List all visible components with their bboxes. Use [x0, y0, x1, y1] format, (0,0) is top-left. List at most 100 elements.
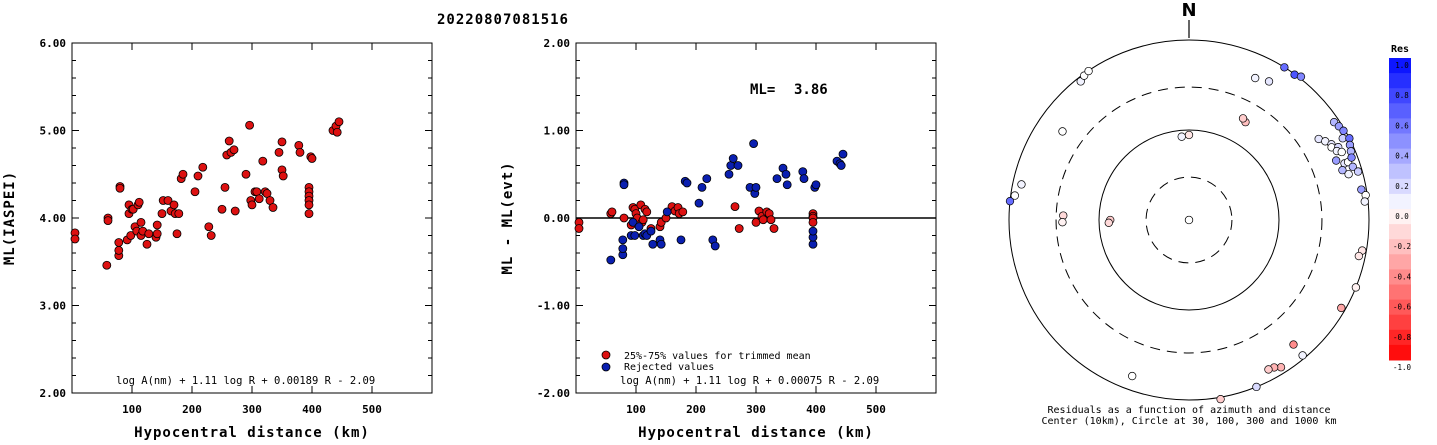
panel1-data-point — [134, 197, 144, 207]
panel2-rejected-point — [697, 182, 707, 192]
colorbar-tick-label: 1.0 — [1395, 61, 1409, 70]
panel2-rejected-point — [749, 139, 758, 149]
panel2-ytick-label: -2.00 — [537, 387, 570, 400]
colorbar-tick-label: -0.8 — [1393, 333, 1412, 342]
legend-rejected-label: Rejected values — [624, 362, 714, 373]
polar-station-point — [1339, 126, 1348, 135]
polar-station-point — [1084, 66, 1093, 76]
panel1-data-point — [304, 209, 314, 219]
panel1-data-point — [241, 169, 251, 179]
colorbar-title: Res — [1391, 44, 1409, 55]
panel2-rejected-point — [676, 235, 686, 245]
colorbar-cell — [1389, 58, 1411, 74]
panel1-data-point — [114, 238, 124, 247]
panel2-trimmed-point — [769, 224, 779, 233]
panel2-ytick-label: 2.00 — [544, 37, 571, 50]
panel2-ytick-label: -1.00 — [537, 300, 570, 313]
panel1-data-point — [229, 145, 239, 155]
panel1-data-point — [206, 231, 216, 240]
panel1-data-point — [230, 206, 240, 216]
polar-station-point — [1216, 394, 1225, 404]
panel2-formula: log A(nm) + 1.11 log R + 0.00075 R - 2.0… — [620, 375, 879, 387]
ml-value: 3.86 — [794, 82, 828, 98]
panel2-rejected-point — [838, 149, 848, 159]
panel-ml-vs-distance: 100 200 300 400 500 2.00 3.00 4.00 5.00 6.00 log … — [2, 37, 433, 441]
polar-station-point — [1264, 77, 1274, 86]
panel1-xtick-label: 400 — [302, 403, 322, 416]
polar-ring-1000km — [1008, 39, 1370, 401]
colorbar-tick-label: 0.0 — [1395, 212, 1409, 221]
panel2-points — [574, 139, 848, 265]
panel2-rejected-point — [694, 198, 704, 208]
ml-label: ML= — [750, 82, 775, 98]
panel2-rejected-point — [606, 255, 616, 265]
colorbar-tick-label: 0.2 — [1395, 182, 1409, 191]
panel1-xtick-label: 500 — [362, 403, 382, 416]
panel1-data-point — [224, 136, 234, 146]
panel1-data-point — [114, 245, 124, 255]
colorbar-cell — [1389, 133, 1411, 150]
panel2-xtick-label: 100 — [626, 403, 646, 416]
polar-station-point — [1010, 191, 1019, 200]
panel1-data-point — [115, 183, 125, 193]
panel1-ytick-label: 4.00 — [40, 212, 67, 225]
polar-station-point — [1360, 197, 1369, 206]
panel1-data-point — [198, 162, 208, 172]
polar-rings — [1008, 39, 1370, 401]
panel2-rejected-point — [781, 169, 791, 179]
colorbar-cell — [1389, 193, 1411, 210]
panel2-rejected-point — [662, 207, 672, 217]
polar-station-point — [1058, 218, 1067, 227]
panel1-data-point — [126, 231, 136, 240]
panel1-data-point — [157, 209, 167, 219]
panel1-data-point — [278, 171, 288, 181]
caption-line1: Residuals as a function of azimuth and d… — [1048, 405, 1331, 416]
panel2-rejected-point — [733, 161, 743, 170]
polar-station-point — [1280, 63, 1289, 72]
panel2-trimmed-point — [678, 207, 688, 217]
panel2-xtick-label: 400 — [806, 403, 826, 416]
panel1-data-point — [136, 217, 146, 227]
caption-line2: Center (10km), Circle at 30, 100, 300 an… — [1041, 416, 1336, 427]
panel2-rejected-point — [799, 174, 809, 184]
polar-station-point — [1337, 303, 1346, 313]
panel2-rejected-point — [724, 169, 734, 179]
panel1-data-point — [254, 194, 264, 204]
panel2-xtick-label: 300 — [746, 403, 766, 416]
colorbar-cell — [1389, 73, 1411, 89]
polar-station-point — [1276, 363, 1286, 372]
panel1-data-point — [295, 147, 305, 157]
panel1-data-point — [190, 187, 200, 197]
colorbar-tick-label: 0.4 — [1395, 152, 1409, 161]
colorbar-cell — [1389, 224, 1411, 240]
panel2-rejected-point — [634, 222, 644, 232]
panel2-rejected-point — [782, 180, 792, 190]
panel2-trimmed-point — [766, 215, 776, 225]
colorbar-tick-label: -0.6 — [1393, 303, 1412, 312]
panel2-rejected-point — [710, 241, 720, 251]
colorbar-cell — [1389, 254, 1411, 270]
panel2-rejected-point — [628, 217, 638, 227]
polar-station-point — [1005, 197, 1015, 206]
north-label: N — [1181, 0, 1196, 21]
panel2-xlabel: Hypocentral distance (km) — [638, 425, 874, 441]
colorbar-cell — [1389, 118, 1411, 134]
panel1-ylabel: ML(IASPEI) — [2, 171, 18, 265]
panel2-rejected-point — [646, 226, 656, 236]
panel2-rejected-point — [808, 226, 818, 236]
colorbar-tick-label: 0.8 — [1395, 91, 1409, 100]
panel2-trimmed-point — [619, 213, 629, 223]
panel1-points — [70, 117, 344, 270]
polar-ring-30km — [1145, 176, 1233, 264]
polar-station-point — [1351, 283, 1361, 292]
colorbar-tick-label: -0.2 — [1393, 242, 1411, 251]
panel2-trimmed-point — [808, 217, 818, 227]
panel1-data-point — [152, 229, 162, 239]
panel1-data-point — [274, 147, 284, 157]
panel2-ytick-label: 0.00 — [544, 212, 571, 225]
panel1-frame — [71, 42, 433, 394]
panel2-rejected-point — [618, 235, 628, 245]
panel2-rejected-point — [630, 231, 640, 240]
panel2-rejected-point — [682, 178, 692, 188]
panel2-rejected-point — [656, 239, 666, 249]
